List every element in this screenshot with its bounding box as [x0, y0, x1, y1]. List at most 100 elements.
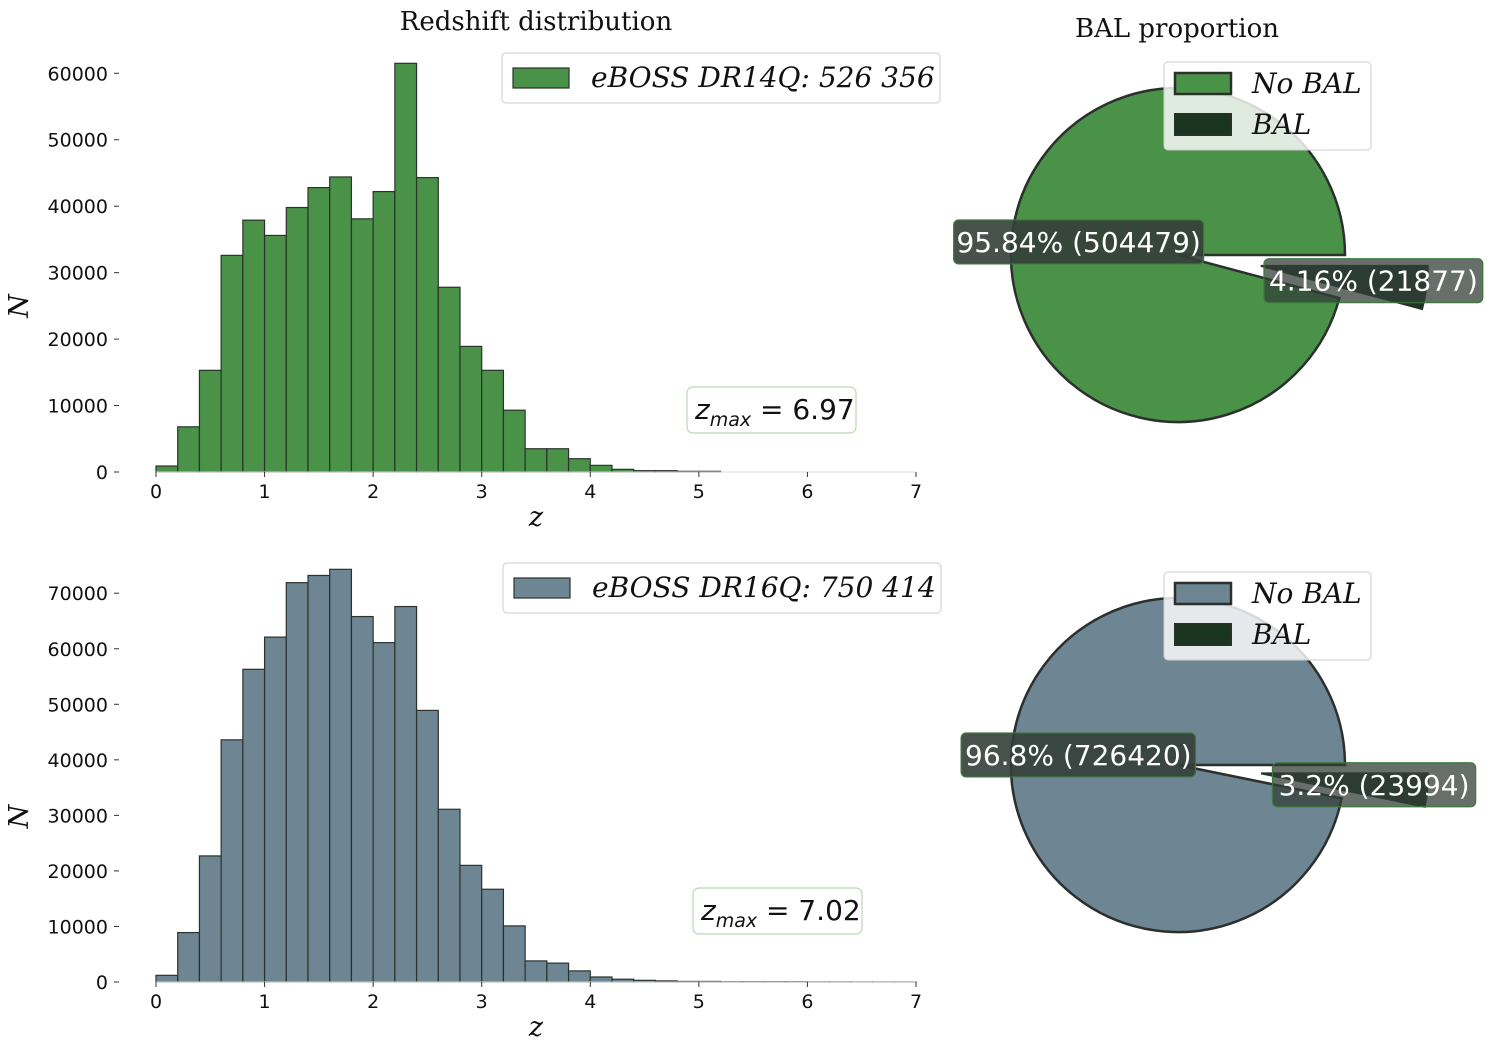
x-tick-label: 0	[150, 481, 162, 503]
pie-label-box	[1263, 258, 1484, 304]
y-tick-label: 60000	[48, 639, 108, 661]
pie-label-box	[960, 732, 1197, 778]
zmax-annotation: zmax = 6.97	[686, 386, 857, 434]
legend-label-no-bal: No BAL	[1251, 67, 1362, 100]
histogram-bar	[177, 931, 201, 983]
x-tick-label: 7	[910, 991, 922, 1013]
y-tick-label: 60000	[48, 63, 108, 85]
zmax-text: zmax = 6.97	[694, 393, 855, 431]
y-axis-label: N	[4, 293, 35, 319]
histogram-bar	[177, 426, 201, 473]
histogram-bar	[524, 448, 548, 473]
x-tick-label: 4	[584, 991, 596, 1013]
pie-label-text: 95.84% (504479)	[956, 226, 1200, 259]
x-tick-label: 3	[476, 481, 488, 503]
histogram-bar	[263, 234, 287, 473]
histogram-bar	[415, 709, 439, 983]
zmax-box	[692, 887, 863, 935]
x-axis-label: z	[528, 1012, 544, 1043]
zmax-box	[686, 386, 857, 434]
x-tick-label: 6	[801, 991, 813, 1013]
pie-legend: No BAL BAL	[1163, 571, 1372, 661]
histogram-bar	[481, 888, 505, 983]
pie-label-bal: 3.2% (23994)	[1271, 762, 1477, 808]
histogram-bar	[329, 568, 353, 983]
histogram-bar	[589, 976, 613, 983]
histogram-bar	[329, 176, 353, 473]
histogram-bar	[307, 574, 331, 983]
histogram-bar	[394, 62, 418, 473]
y-tick-label: 10000	[48, 916, 108, 938]
zmax-annotation: zmax = 7.02	[692, 887, 863, 935]
legend-label-no-bal: No BAL	[1251, 577, 1362, 610]
x-tick-label: 2	[367, 481, 379, 503]
histogram-bar	[502, 409, 526, 473]
histogram-bar	[155, 974, 179, 983]
legend-swatch-no-bal	[1173, 71, 1233, 96]
y-tick-label: 20000	[48, 861, 108, 883]
histogram-bar	[307, 186, 331, 473]
y-tick-label: 50000	[48, 694, 108, 716]
histogram-bar	[567, 970, 591, 983]
histogram-bar	[350, 615, 374, 983]
histogram-bar	[459, 345, 483, 473]
y-axis-label: N	[4, 803, 35, 829]
histogram-bar	[546, 448, 570, 473]
y-tick-label: 20000	[48, 329, 108, 351]
histogram-bar	[198, 855, 222, 983]
pie-label-box	[953, 219, 1205, 265]
histogram-bar	[220, 254, 244, 473]
histogram-bar	[589, 464, 613, 473]
x-tick-label: 2	[367, 991, 379, 1013]
y-tick-label: 40000	[48, 750, 108, 772]
histogram-bar	[524, 960, 548, 983]
histogram-bar	[198, 369, 222, 473]
histogram-bar	[394, 605, 418, 983]
histogram-bar	[567, 458, 591, 473]
legend-swatch	[512, 67, 570, 89]
histogram-bar	[415, 177, 439, 473]
legend-frame	[502, 562, 942, 614]
histogram-legend: eBOSS DR16Q: 750 414	[502, 562, 942, 614]
histogram-bar	[372, 642, 396, 983]
histogram-bar	[285, 582, 309, 983]
y-tick-label: 50000	[48, 130, 108, 152]
pie-label-bal: 4.16% (21877)	[1263, 258, 1484, 304]
y-tick-label: 30000	[48, 263, 108, 285]
pie-chart-1: 95.84% (504479) 4.16% (21877) No BAL BAL	[953, 61, 1484, 424]
x-tick-label: 6	[801, 481, 813, 503]
y-tick-label: 10000	[48, 396, 108, 418]
pie-label-text: 4.16% (21877)	[1269, 265, 1478, 298]
histogram-bar	[242, 668, 266, 983]
legend-label: eBOSS DR16Q: 750 414	[592, 571, 936, 604]
pie-label-text: 3.2% (23994)	[1279, 769, 1470, 802]
pie-label-box	[1271, 762, 1477, 808]
x-tick-label: 3	[476, 991, 488, 1013]
legend-label: eBOSS DR14Q: 526 356	[591, 61, 935, 94]
legend-label-bal: BAL	[1251, 108, 1311, 141]
pie-label-text: 96.8% (726420)	[965, 739, 1192, 772]
legend-label-bal: BAL	[1251, 618, 1311, 651]
histogram-bar	[155, 465, 179, 473]
pie-label-no-bal: 95.84% (504479)	[953, 219, 1205, 265]
histogram-bar	[546, 962, 570, 983]
histogram-bar	[285, 206, 309, 473]
legend-swatch	[513, 577, 571, 599]
pie-legend: No BAL BAL	[1163, 61, 1372, 151]
histogram-bar	[350, 218, 374, 473]
legend-frame	[501, 52, 941, 104]
x-tick-label: 4	[584, 481, 596, 503]
histogram-bar	[220, 739, 244, 983]
histogram-bar	[263, 636, 287, 983]
histogram-bar	[437, 286, 461, 473]
y-tick-label: 70000	[48, 583, 108, 605]
histogram-bar	[242, 219, 266, 473]
histogram-bar	[372, 190, 396, 473]
pie-chart-3: 96.8% (726420) 3.2% (23994) No BAL BAL	[960, 571, 1477, 934]
histogram-bar	[502, 925, 526, 983]
histogram-legend: eBOSS DR14Q: 526 356	[501, 52, 941, 104]
y-tick-label: 0	[96, 972, 108, 994]
x-tick-label: 1	[259, 991, 271, 1013]
x-tick-label: 0	[150, 991, 162, 1013]
